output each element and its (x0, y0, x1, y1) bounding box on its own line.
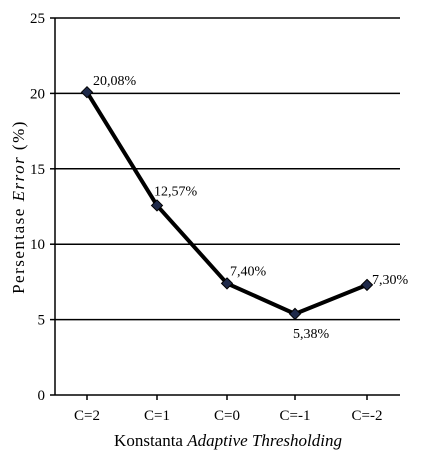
y-tick-label: 25 (30, 11, 45, 27)
data-label: 5,38% (293, 327, 330, 342)
data-point-marker (360, 278, 374, 292)
y-axis-title: Persentase Error (%) (9, 120, 28, 294)
x-tick-label: C=-2 (352, 408, 383, 424)
y-tick-label: 20 (30, 86, 45, 102)
x-tick-label: C=1 (144, 408, 170, 424)
x-ticks: C=2 C=1 C=0 C=-1 C=-2 (74, 395, 382, 424)
data-label: 7,30% (372, 273, 409, 288)
data-label: 7,40% (230, 264, 267, 279)
markers (80, 85, 374, 321)
data-label: 12,57% (154, 184, 198, 199)
y-ticks: 0 5 10 15 20 25 (30, 11, 55, 404)
x-axis-title: Konstanta Adaptive Thresholding (114, 431, 342, 450)
gridlines (55, 17, 400, 321)
x-tick-label: C=-1 (280, 408, 311, 424)
x-tick-label: C=2 (74, 408, 100, 424)
data-label: 20,08% (93, 74, 137, 89)
y-tick-label: 0 (38, 388, 46, 404)
data-point-marker (220, 277, 234, 290)
y-tick-label: 10 (30, 237, 45, 253)
data-point-marker (150, 199, 164, 212)
y-tick-label: 5 (38, 313, 46, 329)
data-point-marker (80, 85, 94, 99)
x-tick-label: C=0 (214, 408, 240, 424)
data-labels: 20,08% 12,57% 7,40% 5,38% 7,30% (93, 74, 409, 342)
data-point-marker (288, 307, 302, 321)
y-tick-label: 15 (30, 162, 45, 178)
